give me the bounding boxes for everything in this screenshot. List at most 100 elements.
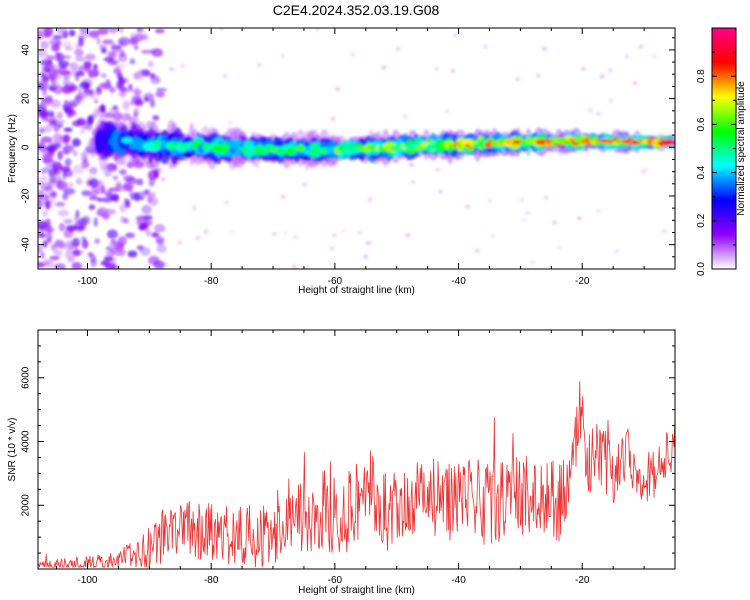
spectrogram-cell: [38, 110, 50, 119]
spectrogram-cell: [409, 162, 415, 167]
spectrogram-cell: [115, 64, 126, 69]
spectrogram-cell: [599, 74, 605, 79]
y-tick-label: 20: [21, 93, 32, 105]
spectrogram-cell: [292, 264, 298, 269]
spectrogram-cell: [541, 46, 547, 51]
spectrogram-cell: [107, 262, 113, 269]
spectrogram-cell: [62, 192, 69, 201]
spectrogram-cell: [63, 229, 74, 239]
spectrogram-cell: [58, 60, 70, 68]
spectrogram-cell: [596, 208, 602, 213]
spectrogram-cell: [535, 73, 541, 78]
spectrogram-cell: [624, 54, 630, 59]
snr-x-axis-label: Height of straight line (km): [298, 585, 415, 596]
spectrogram-cell: [128, 84, 133, 89]
spectrogram-cell: [224, 200, 230, 205]
spectrogram-cell: [62, 144, 74, 154]
spectrogram-cell: [100, 184, 106, 195]
spectrogram-cell: [90, 257, 97, 268]
spectrogram-cell: [632, 81, 638, 86]
spectrogram-cell: [134, 178, 143, 186]
spectrogram-cell: [49, 172, 59, 180]
spectrogram-cell: [136, 245, 144, 251]
colorbar-tick-label: 0.6: [696, 117, 707, 131]
spectrogram-cell: [147, 194, 153, 204]
spectrogram-cell: [177, 240, 183, 245]
spectrogram-cell: [38, 189, 45, 198]
spectrogram-cell: [465, 204, 471, 209]
spectrogram-cell: [143, 92, 155, 101]
spectrogram-cell: [45, 164, 57, 175]
spectrogram-cell: [125, 232, 135, 239]
spectrogram-cell: [45, 218, 51, 228]
spectrogram-cell: [56, 180, 67, 190]
spectrogram-cell: [45, 62, 52, 69]
x-tick-label: -60: [328, 575, 343, 586]
spectrogram-cell: [56, 28, 67, 35]
spectrogram-cell: [107, 229, 118, 239]
spectrogram-cell: [148, 255, 160, 266]
spectrogram-cell: [435, 167, 441, 172]
spectrogram-cell: [64, 100, 69, 105]
spectrogram-cell: [669, 140, 675, 146]
spectrogram-cell: [608, 68, 614, 73]
spectrogram-cell: [79, 81, 90, 90]
spectrogram-cell: [229, 229, 235, 234]
spectrogram-cell: [88, 204, 96, 210]
spectrogram-cell: [117, 37, 130, 47]
colorbar-tick-label: 0.0: [696, 262, 707, 276]
spectrogram-cell: [49, 255, 60, 261]
spectrogram-cell: [48, 84, 57, 92]
colorbar-tick-label: 0.2: [696, 213, 707, 227]
spectrogram-cell: [45, 200, 51, 210]
spectrogram-cell: [75, 209, 80, 218]
spectrogram-cell: [74, 44, 81, 49]
spectrogram-frame: [37, 27, 676, 270]
spectrogram-cell: [136, 215, 148, 222]
snr-axes: -100 -80 -60 -40 -20 2000 4000 6000: [21, 330, 676, 586]
spectrogram-cell: [410, 179, 416, 184]
spectrogram-cell: [53, 249, 63, 256]
spectrogram-cell: [69, 182, 73, 188]
spectrogram-cell: [219, 28, 225, 31]
spectrogram-cell: [530, 260, 536, 265]
spectrogram-cell: [552, 220, 558, 225]
x-tick-label: -100: [77, 276, 97, 287]
spectrogram-cell: [57, 209, 69, 217]
spectrogram-cell: [100, 72, 107, 79]
spectrogram-cell: [127, 250, 138, 258]
spectrogram-cell: [62, 134, 71, 143]
spectrogram-cell: [40, 251, 45, 259]
spectrogram-cell: [102, 39, 114, 45]
spectrogram-cell: [109, 238, 119, 248]
spectrogram-cell: [103, 255, 114, 262]
spectrogram-cell: [56, 119, 65, 124]
spectrogram-cell: [88, 196, 99, 201]
spectrogram-cell: [638, 44, 644, 49]
spectrogram-cell: [130, 33, 137, 40]
spectrogram-cell: [301, 182, 307, 187]
spectrogram-cell: [63, 127, 73, 133]
spectrogram-cell: [42, 210, 48, 217]
spectrogram-cell: [122, 100, 130, 110]
spectrogram-cell: [83, 161, 90, 169]
spectrogram-cell: [52, 142, 62, 149]
x-tick-label: -20: [575, 575, 590, 586]
spectrogram-cell: [116, 80, 124, 90]
spectrogram-cell: [75, 177, 83, 185]
colorbar-ticks: 0.0 0.2 0.4 0.6 0.8: [696, 51, 736, 276]
spectrogram-cell: [129, 58, 136, 65]
colorbar: 0.0 0.2 0.4 0.6 0.8 Normalized spectral ampl…: [696, 27, 747, 276]
spectrogram-y-axis-label: Frequency (Hz): [7, 114, 18, 183]
spectrogram-cell: [38, 198, 43, 207]
spectrogram-cell: [576, 216, 582, 221]
x-tick-label: -40: [451, 575, 466, 586]
spectrogram-cell: [66, 109, 73, 119]
spectrogram-cell: [78, 37, 84, 47]
spectrogram-cell: [438, 189, 444, 194]
y-tick-label: 4000: [21, 430, 32, 453]
spectrogram-cell: [368, 130, 374, 135]
colorbar-gradient: [711, 27, 737, 270]
spectrogram-cell: [596, 111, 602, 116]
